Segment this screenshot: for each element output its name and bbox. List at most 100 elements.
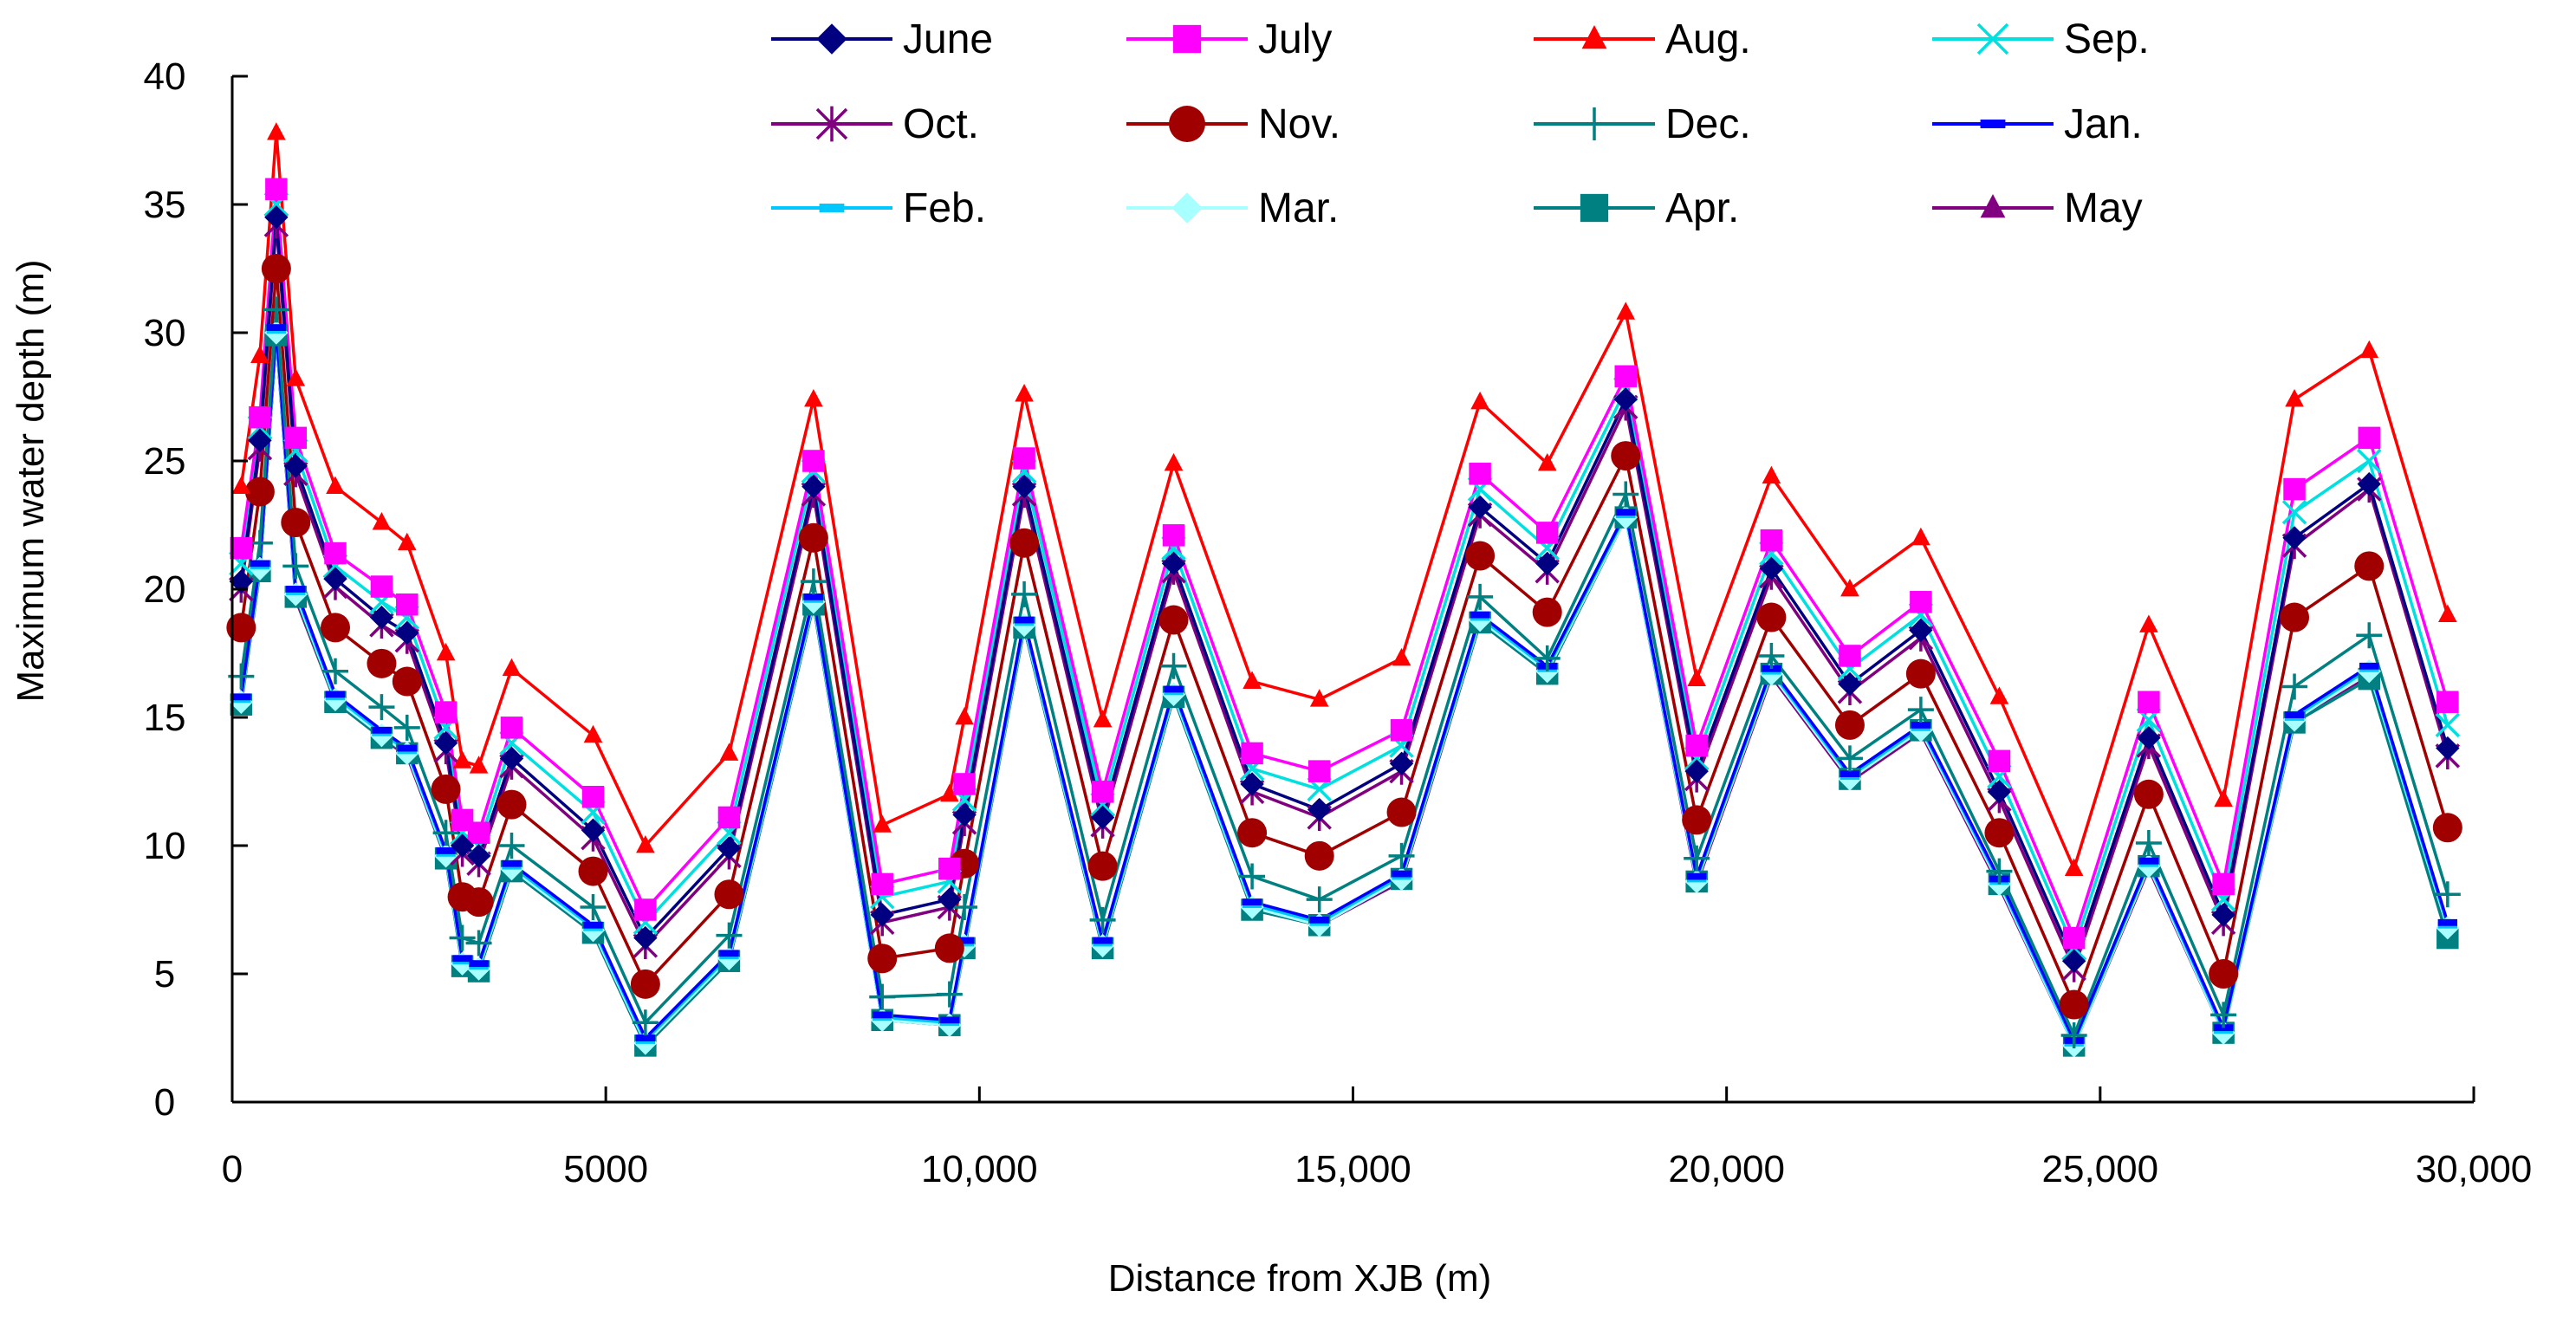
- data-point-sep: [2281, 499, 2307, 525]
- data-point-june: [1307, 797, 1332, 822]
- data-point-dec: [1986, 858, 2013, 885]
- data-point-june: [2211, 903, 2235, 927]
- data-point-july: [1162, 524, 1185, 547]
- data-point-jan: [325, 691, 346, 698]
- data-point-aug: [1392, 647, 1411, 666]
- data-point-june: [870, 903, 894, 927]
- data-point-dec: [1011, 580, 1038, 607]
- data-point-nov: [392, 666, 422, 697]
- data-point-july: [1013, 447, 1035, 470]
- data-point-aug: [326, 476, 345, 494]
- data-point-dec: [465, 930, 492, 957]
- data-point-aug: [1470, 391, 1489, 410]
- x-tick-label: 15,000: [1294, 1148, 1411, 1190]
- data-point-jan: [1911, 721, 1931, 729]
- data-point-july: [1988, 749, 2011, 773]
- legend-label-apr: Apr.: [1665, 185, 1739, 231]
- data-point-july: [1307, 760, 1331, 782]
- data-point-jan: [1093, 937, 1113, 944]
- legend-marker-nov: [1169, 106, 1205, 142]
- data-point-nov: [496, 789, 527, 820]
- legend-marker-aug: [1581, 25, 1607, 49]
- data-point-aug: [250, 345, 269, 364]
- data-point-nov: [367, 648, 397, 678]
- data-point-jan: [1242, 898, 1262, 906]
- data-point-dec: [1612, 481, 1639, 508]
- y-axis-label: Maximum water depth (m): [10, 259, 52, 702]
- data-point-july: [1535, 522, 1559, 544]
- data-point-dec: [580, 894, 607, 921]
- data-point-nov: [1386, 797, 1417, 827]
- data-point-dec: [1534, 645, 1561, 671]
- data-point-june: [1240, 772, 1264, 796]
- data-point-june: [450, 833, 475, 858]
- data-point-june: [2282, 526, 2307, 550]
- data-point-nov: [630, 969, 660, 999]
- data-point-dec: [1836, 745, 1863, 772]
- data-point-nov: [798, 522, 828, 553]
- data-point-dec: [1239, 863, 1266, 890]
- data-point-dec: [869, 983, 896, 1010]
- data-point-july: [265, 178, 288, 200]
- y-tick-label: 20: [144, 568, 186, 611]
- data-point-jan: [873, 1011, 892, 1019]
- data-point-june: [2061, 949, 2086, 973]
- y-tick-label: 5: [154, 953, 175, 996]
- data-point-july: [1091, 781, 1114, 803]
- data-point-jan: [719, 950, 739, 957]
- data-point-jan: [266, 324, 287, 331]
- data-point-aug: [1243, 671, 1262, 689]
- data-point-aug: [804, 388, 823, 407]
- data-point-aug: [1537, 452, 1557, 471]
- data-point-july: [434, 701, 457, 723]
- data-point-june: [369, 605, 394, 630]
- series-line-oct: [239, 223, 2449, 970]
- data-point-aug: [502, 658, 522, 677]
- data-point-june: [499, 746, 524, 771]
- data-point-dec: [2060, 1022, 2087, 1049]
- data-point-july: [370, 575, 393, 598]
- data-point-aug: [1762, 465, 1781, 484]
- data-point-dec: [1089, 906, 1116, 933]
- data-point-sep: [2357, 448, 2382, 474]
- data-point-dec: [800, 568, 827, 595]
- data-point-july: [2358, 426, 2381, 450]
- x-tick-label: 30,000: [2416, 1148, 2533, 1190]
- data-point-aug: [955, 707, 974, 725]
- data-point-dec: [2356, 622, 2383, 649]
- legend-label-nov: Nov.: [1258, 101, 1340, 147]
- data-point-nov: [261, 254, 291, 283]
- data-point-june: [1684, 759, 1709, 783]
- data-point-aug: [1687, 668, 1706, 686]
- data-point-dec: [716, 922, 743, 949]
- data-point-dec: [632, 1009, 659, 1036]
- legend-marker-mar: [1171, 192, 1203, 224]
- data-point-jan: [1470, 611, 1490, 619]
- data-point-aug: [2139, 614, 2158, 632]
- data-point-june: [1161, 551, 1186, 576]
- data-point-aug: [2359, 340, 2379, 359]
- data-point-jan: [502, 859, 522, 867]
- data-point-july: [802, 450, 825, 472]
- data-point-july: [2212, 872, 2235, 896]
- data-point-nov: [1905, 658, 1936, 689]
- data-point-june: [466, 844, 491, 868]
- data-point-aug: [1840, 579, 1859, 597]
- data-point-july: [953, 773, 976, 795]
- data-point-nov: [2354, 551, 2385, 581]
- data-point-nov: [2059, 989, 2089, 1020]
- data-point-dec: [1388, 842, 1415, 869]
- data-point-july: [1614, 365, 1638, 388]
- data-point-dec: [1758, 642, 1785, 669]
- data-point-dec: [936, 981, 963, 1008]
- legend-marker-jan: [1980, 119, 2006, 129]
- data-point-july: [500, 717, 523, 739]
- data-point-june: [2436, 736, 2460, 761]
- data-point-june: [229, 569, 254, 593]
- data-point-july: [871, 872, 893, 896]
- data-point-nov: [2133, 779, 2164, 809]
- data-point-nov: [226, 613, 256, 643]
- data-point-aug: [1989, 686, 2009, 704]
- data-point-dec: [1306, 886, 1333, 913]
